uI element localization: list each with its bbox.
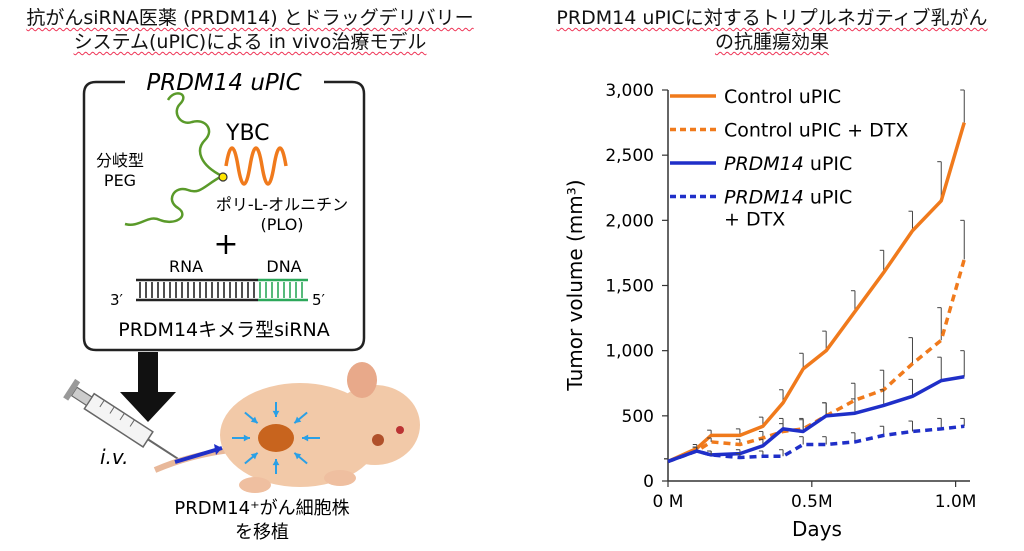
x-tick-label: 0.5M bbox=[791, 492, 833, 512]
x-tick-label: 1.0M bbox=[935, 492, 977, 512]
mouse-icon bbox=[153, 362, 420, 493]
chart-series bbox=[664, 89, 966, 464]
y-tick-label: 1,000 bbox=[605, 342, 654, 362]
series-line bbox=[667, 122, 966, 464]
tumor-arrows-icon bbox=[232, 402, 320, 474]
series-line bbox=[667, 375, 965, 464]
sirna-duplex-icon bbox=[136, 278, 308, 302]
y-tick-label: 2,000 bbox=[605, 211, 654, 231]
right-title-line-1: PRDM14 uPICに対するトリプルネガティブ乳がん bbox=[556, 7, 988, 29]
series-3 bbox=[664, 350, 965, 464]
legend-label: Control uPIC bbox=[724, 86, 841, 108]
ybc-label: YBC bbox=[225, 121, 270, 146]
rna-label: RNA bbox=[169, 257, 203, 276]
cell-line-label-1: PRDM14⁺がん細胞株 bbox=[174, 498, 349, 519]
left-title-line-1: 抗がんsiRNA医薬 (PRDM14) とドラッグデリバリー bbox=[26, 7, 474, 29]
branched-peg-icon bbox=[124, 92, 223, 226]
five-prime-label: 5′ bbox=[312, 291, 326, 309]
dna-label: DNA bbox=[266, 257, 301, 276]
peg-label-2: PEG bbox=[104, 171, 136, 190]
box-title: PRDM14 uPIC bbox=[146, 70, 301, 96]
legend-label: PRDM14 uPIC bbox=[724, 187, 852, 209]
legend-label-line-2: + DTX bbox=[724, 209, 785, 231]
sirna-label: PRDM14キメラ型siRNA bbox=[118, 319, 329, 341]
legend-label: PRDM14 uPIC bbox=[724, 153, 852, 175]
cell-line-label-2: を移植 bbox=[235, 522, 289, 543]
chart-axes: 0 500 1,000 1,500 2,000 2,500 3,000 0 M 0.5M 1.0M bbox=[605, 81, 976, 512]
plo-label-2: (PLO) bbox=[260, 215, 303, 234]
tumor-volume-chart: 0 500 1,000 1,500 2,000 2,500 3,000 0 M 0.5M 1.0M… bbox=[563, 81, 976, 541]
chart-legend: Control uPIC Control uPIC + DTX PRDM14 uPI… bbox=[670, 86, 908, 231]
x-axis-label: Days bbox=[792, 517, 842, 541]
down-arrow-icon bbox=[120, 352, 176, 422]
injection-arrow-icon bbox=[174, 446, 223, 464]
iv-label: i.v. bbox=[100, 445, 128, 469]
syringe-icon bbox=[63, 378, 179, 460]
y-tick-label: 2,500 bbox=[605, 146, 654, 166]
y-axis-label: Tumor volume (mm³) bbox=[563, 179, 587, 391]
three-prime-label: 3′ bbox=[110, 291, 124, 309]
plo-label-1: ポリ-L-オルニチン bbox=[216, 195, 348, 214]
x-tick-label: 0 M bbox=[653, 492, 684, 512]
schematic-diagram: PRDM14 uPIC YBC 分岐型 PEG ポリ-L-オルニチン (PLO)… bbox=[63, 70, 420, 543]
peg-label-1: 分岐型 bbox=[96, 151, 144, 170]
ybc-junction-icon bbox=[218, 172, 228, 182]
right-title-line-2: の抗腫瘍効果 bbox=[714, 31, 829, 53]
legend-label: Control uPIC + DTX bbox=[724, 120, 908, 142]
left-panel-title: 抗がんsiRNA医薬 (PRDM14) とドラッグデリバリー システム(uPIC… bbox=[0, 6, 500, 54]
y-tick-label: 1,500 bbox=[605, 277, 654, 297]
left-title-line-2: システム(uPIC)による in vivo治療モデル bbox=[73, 31, 427, 53]
series-line bbox=[667, 258, 966, 464]
plus-sign: + bbox=[213, 227, 238, 262]
y-tick-label: 500 bbox=[622, 407, 654, 427]
series-1 bbox=[664, 89, 966, 464]
injection-arrowhead-icon bbox=[214, 444, 222, 455]
plo-chain-icon bbox=[224, 146, 288, 186]
series-4 bbox=[664, 417, 965, 464]
tumor-icon bbox=[258, 424, 294, 452]
y-tick-label: 3,000 bbox=[605, 81, 654, 101]
uPIC-box bbox=[82, 80, 366, 352]
right-panel-title: PRDM14 uPICに対するトリプルネガティブ乳がん の抗腫瘍効果 bbox=[520, 6, 1024, 54]
y-tick-label: 0 bbox=[643, 472, 654, 492]
